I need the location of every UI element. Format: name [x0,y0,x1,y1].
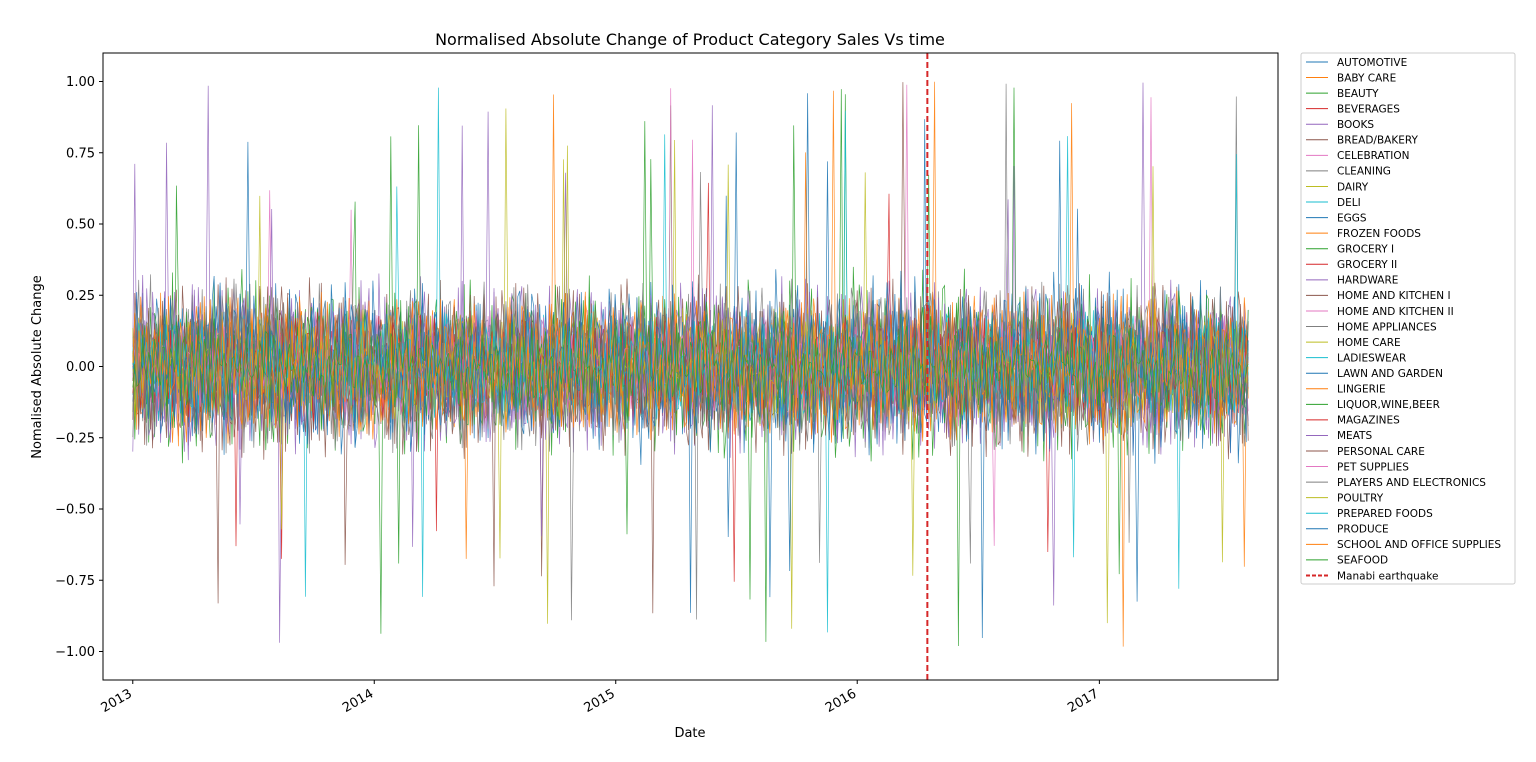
plot-lines [132,53,1249,680]
legend-label: BREAD/BAKERY [1337,135,1418,147]
legend-label: BOOKS [1337,119,1374,131]
legend-label: LIQUOR,WINE,BEER [1337,399,1440,411]
y-tick-label: 0.00 [66,360,95,375]
legend-label: BEVERAGES [1337,103,1400,115]
legend-label: BEAUTY [1337,88,1379,100]
legend-label: PRODUCE [1337,524,1389,536]
legend-label: DELI [1337,197,1361,209]
series-line [132,121,1249,647]
x-tick-label: 2013 [99,686,135,716]
legend-label: CLEANING [1337,166,1391,178]
x-axis: 2013 2014 2015 2016 2017 [99,680,1101,716]
x-tick-label: 2016 [823,686,859,716]
legend-label: HOME APPLIANCES [1337,321,1437,333]
legend-label: HOME AND KITCHEN II [1337,306,1454,318]
legend-box [1300,52,1516,585]
x-axis-label: Date [674,726,705,741]
legend-label: GROCERY II [1337,259,1397,271]
legend-label: LAWN AND GARDEN [1337,368,1443,380]
chart-title: Normalised Absolute Change of Product Ca… [435,30,945,49]
legend-label: Manabi earthquake [1337,570,1438,582]
legend-label: PLAYERS AND ELECTRONICS [1337,477,1486,489]
series-line [132,81,1249,647]
legend-label: HOME CARE [1337,337,1401,349]
legend-label: LINGERIE [1337,384,1386,396]
legend-label: GROCERY I [1337,244,1394,256]
legend-label: SCHOOL AND OFFICE SUPPLIES [1337,539,1501,551]
legend-label: AUTOMOTIVE [1337,57,1407,69]
legend-items: AUTOMOTIVE BABY CARE BEAUTY BEVERAGES BOOKS B… [1306,57,1501,582]
y-tick-label: −0.75 [55,574,95,589]
legend-label: FROZEN FOODS [1337,228,1421,240]
y-tick-label: −0.25 [55,431,95,446]
legend-label: LADIESWEAR [1337,352,1406,364]
legend-label: PREPARED FOODS [1337,508,1433,520]
y-tick-label: 0.50 [66,218,95,233]
legend-label: POULTRY [1337,492,1384,504]
x-tick-label: 2015 [582,686,618,716]
legend-label: PET SUPPLIES [1337,461,1409,473]
x-tick-label: 2014 [340,686,376,716]
legend-label: EGGS [1337,212,1367,224]
legend-label: SEAFOOD [1337,555,1388,567]
y-axis: −1.00 −0.75 −0.50 −0.25 0.00 0.25 0.50 0.75 1.00 [55,75,103,660]
legend: AUTOMOTIVE BABY CARE BEAUTY BEVERAGES BOOKS B… [1300,52,1516,585]
y-tick-label: 0.25 [66,289,95,304]
legend-label: HOME AND KITCHEN I [1337,290,1451,302]
legend-label: HARDWARE [1337,275,1398,287]
legend-label: PERSONAL CARE [1337,446,1425,458]
y-tick-label: −0.50 [55,503,95,518]
y-tick-label: 1.00 [66,75,95,90]
legend-label: MAGAZINES [1337,415,1400,427]
legend-label: CELEBRATION [1337,150,1410,162]
legend-label: BABY CARE [1337,72,1396,84]
legend-label: MEATS [1337,430,1372,442]
y-axis-label: Nomalised Absolute Change [30,275,45,458]
legend-label: DAIRY [1337,181,1369,193]
y-tick-label: −1.00 [55,645,95,660]
x-tick-label: 2017 [1065,686,1101,716]
y-tick-label: 0.75 [66,146,95,161]
